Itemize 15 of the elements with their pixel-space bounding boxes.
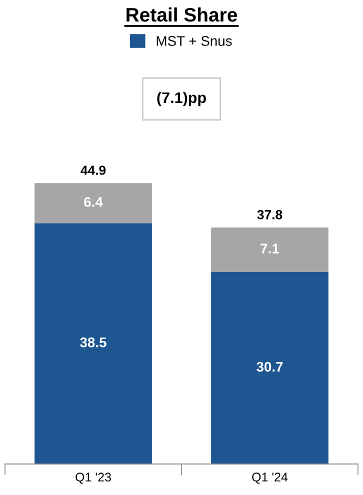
bar xyxy=(34,223,152,464)
bar xyxy=(34,183,152,224)
legend-label: MST + Snus xyxy=(156,36,232,46)
data-label: 38.5 xyxy=(80,337,106,348)
text: (7.1)pp xyxy=(157,92,206,106)
data-label: 30.7 xyxy=(256,362,283,372)
bar xyxy=(211,272,328,464)
total-label: 37.8 xyxy=(257,210,282,220)
total-label: 44.9 xyxy=(80,166,106,175)
data-label: 6.4 xyxy=(84,197,103,207)
chart-title: Retail Share xyxy=(126,7,238,22)
data-label: 7.1 xyxy=(260,244,280,254)
x-tick-label: Q1 '23 xyxy=(76,472,111,484)
bar xyxy=(211,228,328,272)
x-tick-label: Q1 '24 xyxy=(252,472,288,484)
